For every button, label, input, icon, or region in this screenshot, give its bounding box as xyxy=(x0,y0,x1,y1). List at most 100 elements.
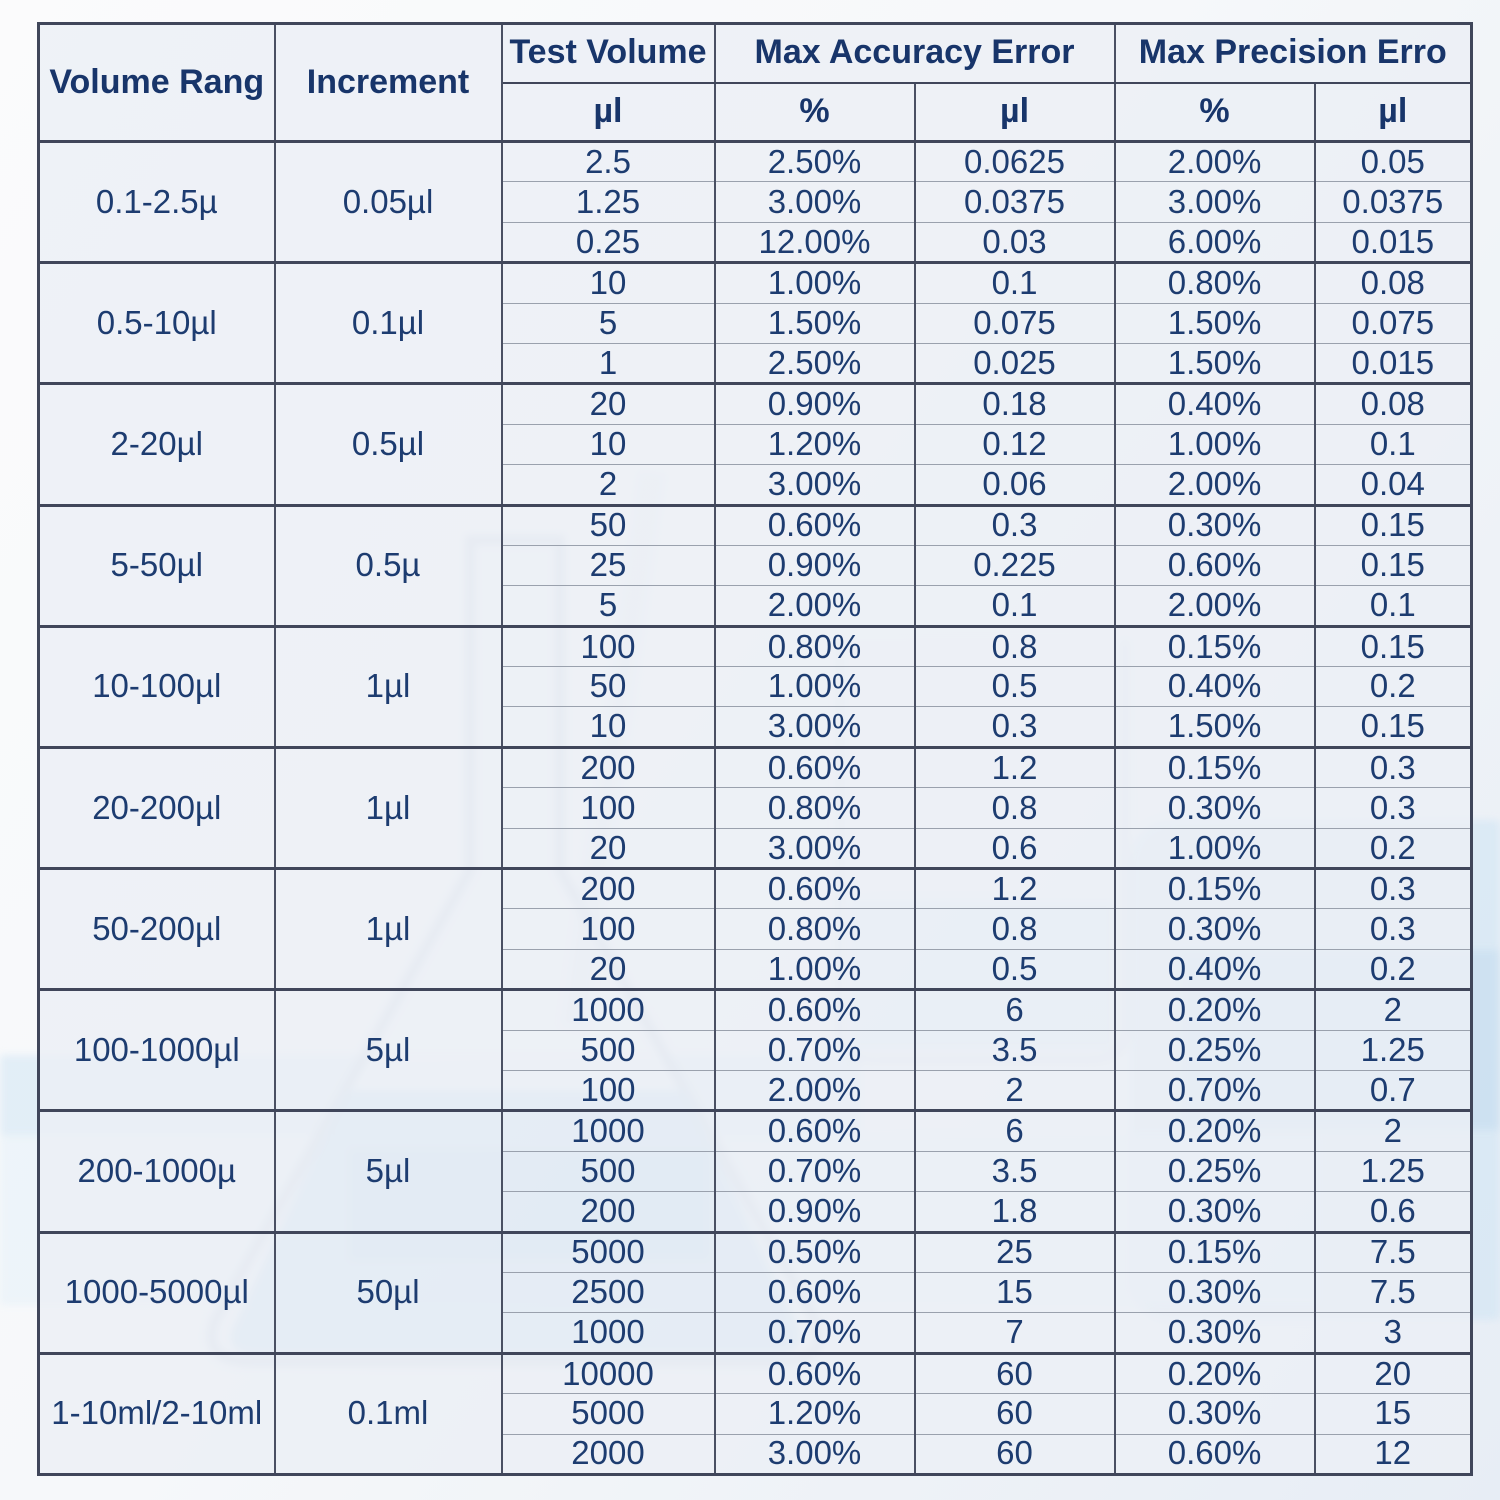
table-row: 10-100µl 1µl 100 0.80% 0.8 0.15% 0.15 xyxy=(37,624,1473,748)
accuracy-ul-cell: 0.8 xyxy=(913,787,1116,829)
precision-percent-cell: 0.30% xyxy=(1113,787,1316,829)
table-row: 0.25 12.00% 0.03 6.00% 0.015 xyxy=(39,221,1473,264)
precision-ul-cell: 2 xyxy=(1313,988,1473,1031)
precision-ul-cell: 0.075 xyxy=(1313,302,1473,344)
increment-cell: 5µl xyxy=(273,988,503,1112)
accuracy-ul-cell: 0.3 xyxy=(913,706,1116,748)
table-row: 50 1.00% 0.5 0.40% 0.2 xyxy=(39,666,1473,708)
accuracy-ul-cell: 0.5 xyxy=(913,948,1116,991)
precision-percent-cell: 0.40% xyxy=(1113,382,1316,425)
accuracy-ul-cell: 0.6 xyxy=(913,827,1116,870)
precision-percent-cell: 3.00% xyxy=(1113,181,1316,223)
test-volume-cell: 20 xyxy=(500,382,716,425)
table-row: 20-200µl 1µl 200 0.60% 1.2 0.15% 0.3 xyxy=(37,745,1473,870)
test-volume-cell: 50 xyxy=(500,503,716,546)
accuracy-percent-cell: 0.60% xyxy=(713,503,916,546)
test-volume-cell: 2 xyxy=(500,464,716,506)
header-accuracy-percent-unit: % xyxy=(713,81,916,143)
precision-percent-cell: 0.15% xyxy=(1113,624,1316,668)
precision-percent-cell: 1.50% xyxy=(1113,342,1316,385)
increment-cell: 0.1µl xyxy=(273,261,503,385)
increment-cell: 1µl xyxy=(273,624,503,748)
accuracy-percent-cell: 0.80% xyxy=(713,908,916,950)
precision-percent-cell: 0.40% xyxy=(1113,948,1316,991)
test-volume-cell: 20 xyxy=(500,827,716,870)
precision-ul-cell: 12 xyxy=(1313,1433,1473,1475)
header-test-volume-unit: µl xyxy=(500,81,716,143)
test-volume-cell: 100 xyxy=(500,787,716,829)
accuracy-ul-cell: 3.5 xyxy=(913,1029,1116,1071)
accuracy-ul-cell: 6 xyxy=(913,988,1116,1031)
precision-ul-cell: 0.04 xyxy=(1313,464,1473,506)
accuracy-ul-cell: 0.225 xyxy=(913,544,1116,587)
accuracy-ul-cell: 60 xyxy=(913,1351,1116,1395)
precision-ul-cell: 1.25 xyxy=(1313,1150,1473,1193)
table-row: 10 3.00% 0.3 1.50% 0.15 xyxy=(39,706,1473,748)
precision-percent-cell: 0.30% xyxy=(1113,1393,1316,1435)
accuracy-ul-cell: 60 xyxy=(913,1393,1116,1435)
pipette-spec-table: Volume Rang Increment Test Volume Max Ac… xyxy=(37,22,1474,1476)
precision-ul-cell: 15 xyxy=(1313,1393,1473,1435)
accuracy-ul-cell: 0.03 xyxy=(913,221,1116,264)
increment-cell: 1µl xyxy=(273,745,503,870)
precision-ul-cell: 7.5 xyxy=(1313,1230,1473,1273)
accuracy-ul-cell: 0.075 xyxy=(913,302,1116,344)
precision-percent-cell: 0.60% xyxy=(1113,544,1316,587)
accuracy-ul-cell: 0.3 xyxy=(913,503,1116,546)
precision-ul-cell: 0.3 xyxy=(1313,867,1473,910)
precision-ul-cell: 0.15 xyxy=(1313,624,1473,668)
test-volume-cell: 5 xyxy=(500,302,716,344)
increment-cell: 5µl xyxy=(273,1109,503,1233)
test-volume-cell: 2.5 xyxy=(500,139,716,183)
test-volume-cell: 10000 xyxy=(500,1351,716,1395)
test-volume-cell: 1.25 xyxy=(500,181,716,223)
table-row: 1.25 3.00% 0.0375 3.00% 0.0375 xyxy=(39,181,1473,223)
accuracy-percent-cell: 1.00% xyxy=(713,666,916,708)
precision-percent-cell: 6.00% xyxy=(1113,221,1316,264)
header-precision-percent-unit: % xyxy=(1113,81,1316,143)
precision-ul-cell: 0.0375 xyxy=(1313,181,1473,223)
accuracy-percent-cell: 0.60% xyxy=(713,1271,916,1314)
header-precision-ul-unit: µl xyxy=(1313,81,1473,143)
spec-table-body: 0.1-2.5µ 0.05µl 2.5 2.50% 0.0625 2.00% 0.05 1.2… xyxy=(37,139,1473,1475)
accuracy-percent-cell: 2.00% xyxy=(713,585,916,627)
accuracy-ul-cell: 0.12 xyxy=(913,423,1116,466)
test-volume-cell: 25 xyxy=(500,544,716,587)
accuracy-percent-cell: 1.20% xyxy=(713,423,916,466)
precision-ul-cell: 7.5 xyxy=(1313,1271,1473,1314)
precision-ul-cell: 0.15 xyxy=(1313,544,1473,587)
increment-cell: 0.05µl xyxy=(273,139,503,264)
accuracy-percent-cell: 0.60% xyxy=(713,867,916,910)
test-volume-cell: 1 xyxy=(500,342,716,385)
accuracy-percent-cell: 2.50% xyxy=(713,139,916,183)
accuracy-ul-cell: 7 xyxy=(913,1312,1116,1354)
precision-ul-cell: 0.3 xyxy=(1313,745,1473,789)
test-volume-cell: 500 xyxy=(500,1029,716,1071)
precision-ul-cell: 20 xyxy=(1313,1351,1473,1395)
precision-ul-cell: 0.2 xyxy=(1313,666,1473,708)
table-row: 100 2.00% 2 0.70% 0.7 xyxy=(39,1069,1473,1112)
precision-ul-cell: 0.3 xyxy=(1313,787,1473,829)
accuracy-percent-cell: 0.70% xyxy=(713,1312,916,1354)
precision-ul-cell: 0.1 xyxy=(1313,423,1473,466)
table-row: 1 2.50% 0.025 1.50% 0.015 xyxy=(39,342,1473,385)
precision-percent-cell: 0.20% xyxy=(1113,1351,1316,1395)
table-row: 500 0.70% 3.5 0.25% 1.25 xyxy=(39,1150,1473,1193)
precision-percent-cell: 0.60% xyxy=(1113,1433,1316,1475)
volume-range-cell: 10-100µl xyxy=(37,624,276,748)
precision-ul-cell: 0.08 xyxy=(1313,382,1473,425)
volume-range-cell: 5-50µl xyxy=(37,503,276,627)
precision-percent-cell: 0.25% xyxy=(1113,1150,1316,1193)
accuracy-percent-cell: 0.80% xyxy=(713,624,916,668)
accuracy-percent-cell: 3.00% xyxy=(713,1433,916,1475)
accuracy-percent-cell: 0.60% xyxy=(713,1351,916,1395)
accuracy-percent-cell: 1.20% xyxy=(713,1393,916,1435)
table-row: 1-10ml/2-10ml 0.1ml 10000 0.60% 60 0.20% 20 xyxy=(37,1351,1473,1475)
table-row: 25 0.90% 0.225 0.60% 0.15 xyxy=(39,544,1473,587)
header-test-volume: Test Volume xyxy=(500,22,716,84)
test-volume-cell: 200 xyxy=(500,745,716,789)
accuracy-percent-cell: 0.90% xyxy=(713,544,916,587)
increment-cell: 0.5µ xyxy=(273,503,503,627)
increment-cell: 1µl xyxy=(273,867,503,991)
